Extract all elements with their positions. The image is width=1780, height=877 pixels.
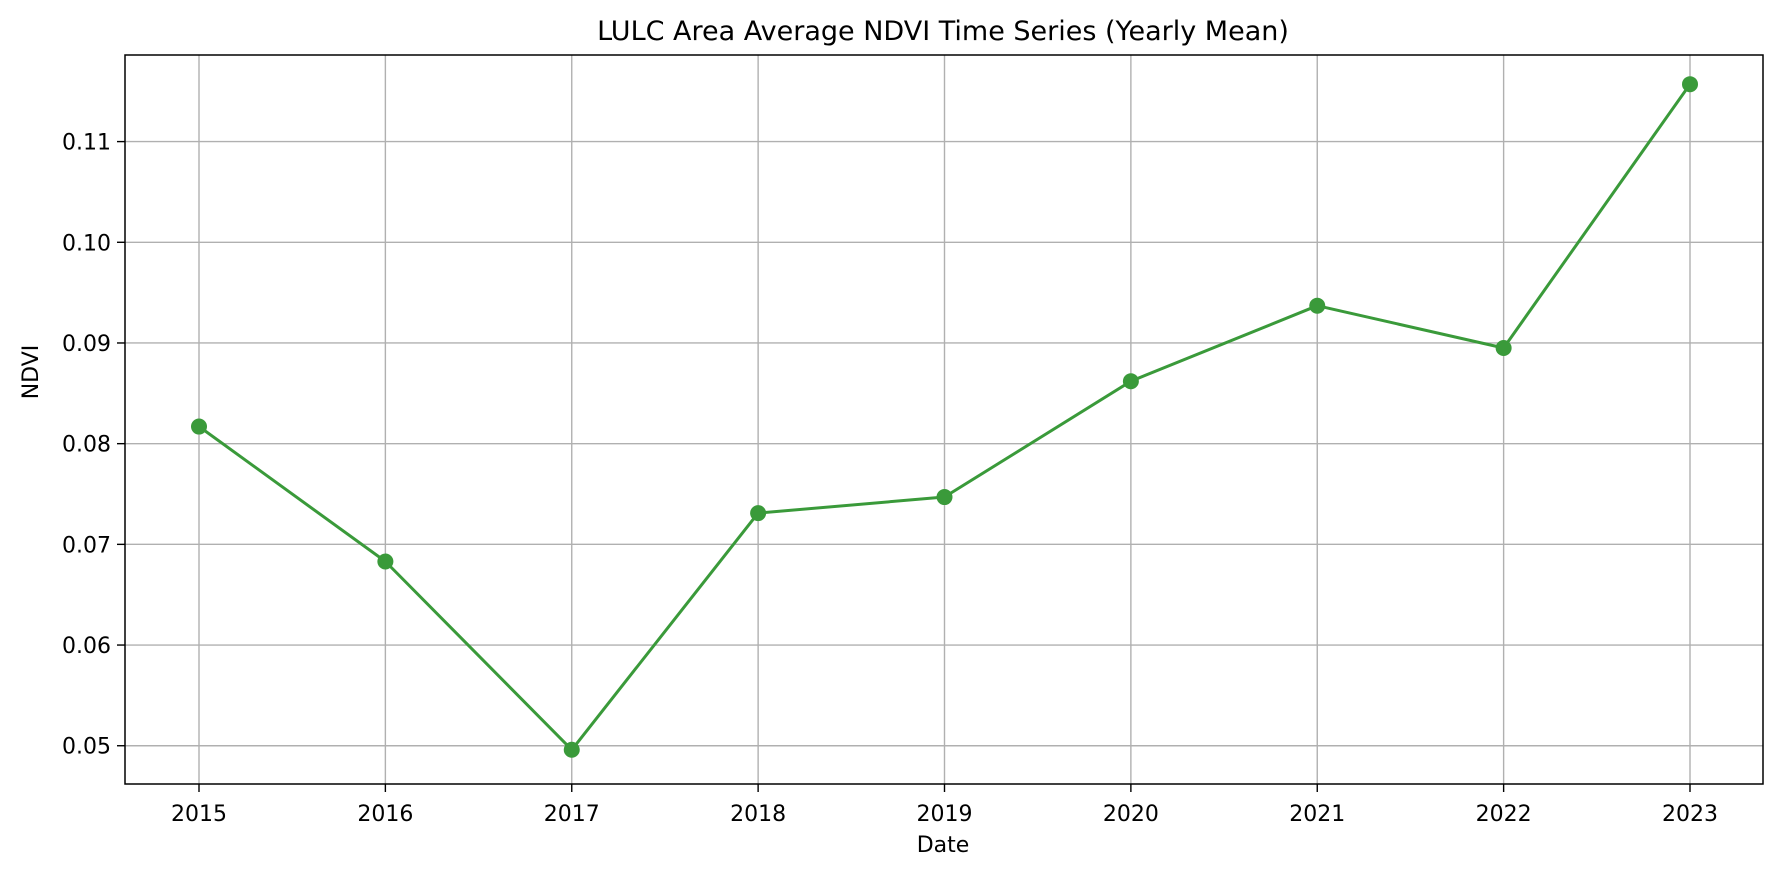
- data-point: [1122, 373, 1139, 390]
- grid: [125, 55, 1763, 784]
- x-tick-label: 2021: [1289, 802, 1345, 827]
- data-point: [563, 741, 580, 758]
- y-tick-label: 0.11: [62, 131, 111, 156]
- y-axis-label: NDVI: [19, 345, 44, 400]
- chart-title: LULC Area Average NDVI Time Series (Year…: [597, 16, 1289, 47]
- data-point: [377, 553, 394, 570]
- y-tick-label: 0.07: [62, 533, 111, 558]
- data-point: [191, 418, 207, 435]
- data-point: [1682, 76, 1698, 93]
- x-tick-label: 2019: [917, 802, 973, 827]
- x-tick-label: 2018: [730, 802, 786, 827]
- data-point: [1309, 297, 1326, 314]
- data-point: [936, 489, 953, 506]
- x-tick-label: 2022: [1476, 802, 1532, 827]
- x-tick-label: 2023: [1662, 802, 1718, 827]
- y-tick-label: 0.10: [62, 231, 111, 256]
- y-tick-label: 0.08: [62, 433, 111, 458]
- x-axis: 2015 2016 2017 2018 2019 2020 2021 2022 2023: [171, 784, 1718, 827]
- series-layer: [191, 76, 1698, 758]
- x-axis-label: Date: [917, 833, 970, 858]
- x-tick-label: 2015: [171, 802, 227, 827]
- x-tick-label: 2020: [1103, 802, 1159, 827]
- y-tick-label: 0.05: [62, 735, 111, 760]
- y-axis: 0.05 0.06 0.07 0.08 0.09 0.10 0.11: [62, 131, 125, 760]
- data-point: [1495, 340, 1512, 357]
- x-tick-label: 2017: [544, 802, 600, 827]
- data-point: [750, 505, 767, 522]
- y-tick-label: 0.06: [62, 634, 111, 659]
- x-tick-label: 2016: [357, 802, 413, 827]
- y-tick-label: 0.09: [62, 332, 111, 357]
